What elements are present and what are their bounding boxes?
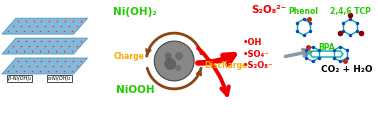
Text: NiOOH: NiOOH — [116, 85, 155, 95]
Text: •SO₄⁻: •SO₄⁻ — [243, 50, 270, 59]
Text: BPA: BPA — [318, 43, 335, 52]
Text: Discharge: Discharge — [204, 61, 248, 71]
Text: •S₂O₈⁻: •S₂O₈⁻ — [243, 61, 273, 71]
Circle shape — [175, 65, 181, 71]
Text: Phenol: Phenol — [288, 7, 319, 16]
Text: CO₂ + H₂O: CO₂ + H₂O — [321, 66, 372, 74]
Polygon shape — [2, 38, 88, 54]
Text: S₂O₈²⁻: S₂O₈²⁻ — [251, 5, 286, 15]
Circle shape — [164, 58, 176, 70]
Text: α-Ni(OH)₂: α-Ni(OH)₂ — [48, 76, 71, 81]
Polygon shape — [2, 18, 88, 34]
Text: •OH: •OH — [243, 38, 262, 47]
Text: 2,4,6 TCP: 2,4,6 TCP — [330, 7, 371, 16]
Polygon shape — [2, 58, 88, 74]
Text: Ni(OH)₂: Ni(OH)₂ — [113, 7, 157, 17]
Circle shape — [175, 52, 183, 60]
Text: β-Ni(OH)₂: β-Ni(OH)₂ — [8, 76, 31, 81]
Circle shape — [154, 41, 194, 81]
Circle shape — [165, 53, 172, 60]
Text: Charge: Charge — [113, 51, 144, 61]
